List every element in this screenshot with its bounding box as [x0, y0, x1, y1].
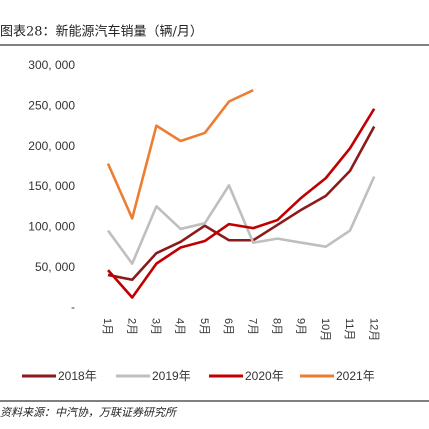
y-tick-label: 250, 000: [28, 99, 75, 113]
legend-label: 2018年: [58, 369, 97, 383]
y-tick-label: 150, 000: [28, 179, 75, 193]
y-tick-label: 200, 000: [28, 139, 75, 153]
legend-label: 2019年: [152, 369, 191, 383]
x-tick-label: 11月: [343, 318, 355, 340]
y-tick-label: -: [71, 300, 75, 314]
chart-title: 图表28：新能源汽车销量（辆/月）: [0, 24, 203, 40]
x-tick-label: 5月: [198, 318, 210, 335]
x-tick-label: 6月: [222, 318, 234, 335]
y-tick-label: 50, 000: [35, 260, 75, 274]
x-tick-label: 7月: [246, 318, 258, 335]
series-line: [106, 89, 254, 220]
series-line: [107, 125, 376, 282]
series-line: [107, 108, 376, 299]
x-tick-label: 8月: [270, 318, 282, 335]
x-tick-label: 9月: [295, 318, 307, 335]
x-tick-label: 4月: [174, 318, 186, 335]
legend-label: 2021年: [336, 369, 375, 383]
legend-label: 2020年: [245, 369, 284, 383]
series-line: [106, 175, 376, 265]
x-tick-label: 12月: [367, 318, 379, 341]
y-tick-label: 100, 000: [28, 220, 75, 234]
x-tick-label: 1月: [101, 318, 113, 335]
x-tick-label: 3月: [149, 318, 161, 335]
y-tick-label: 300, 000: [28, 58, 75, 72]
x-tick-label: 2月: [125, 318, 137, 335]
source-note: 资料来源：中汽协，万联证券研究所: [0, 406, 178, 419]
x-tick-label: 10月: [319, 318, 331, 341]
